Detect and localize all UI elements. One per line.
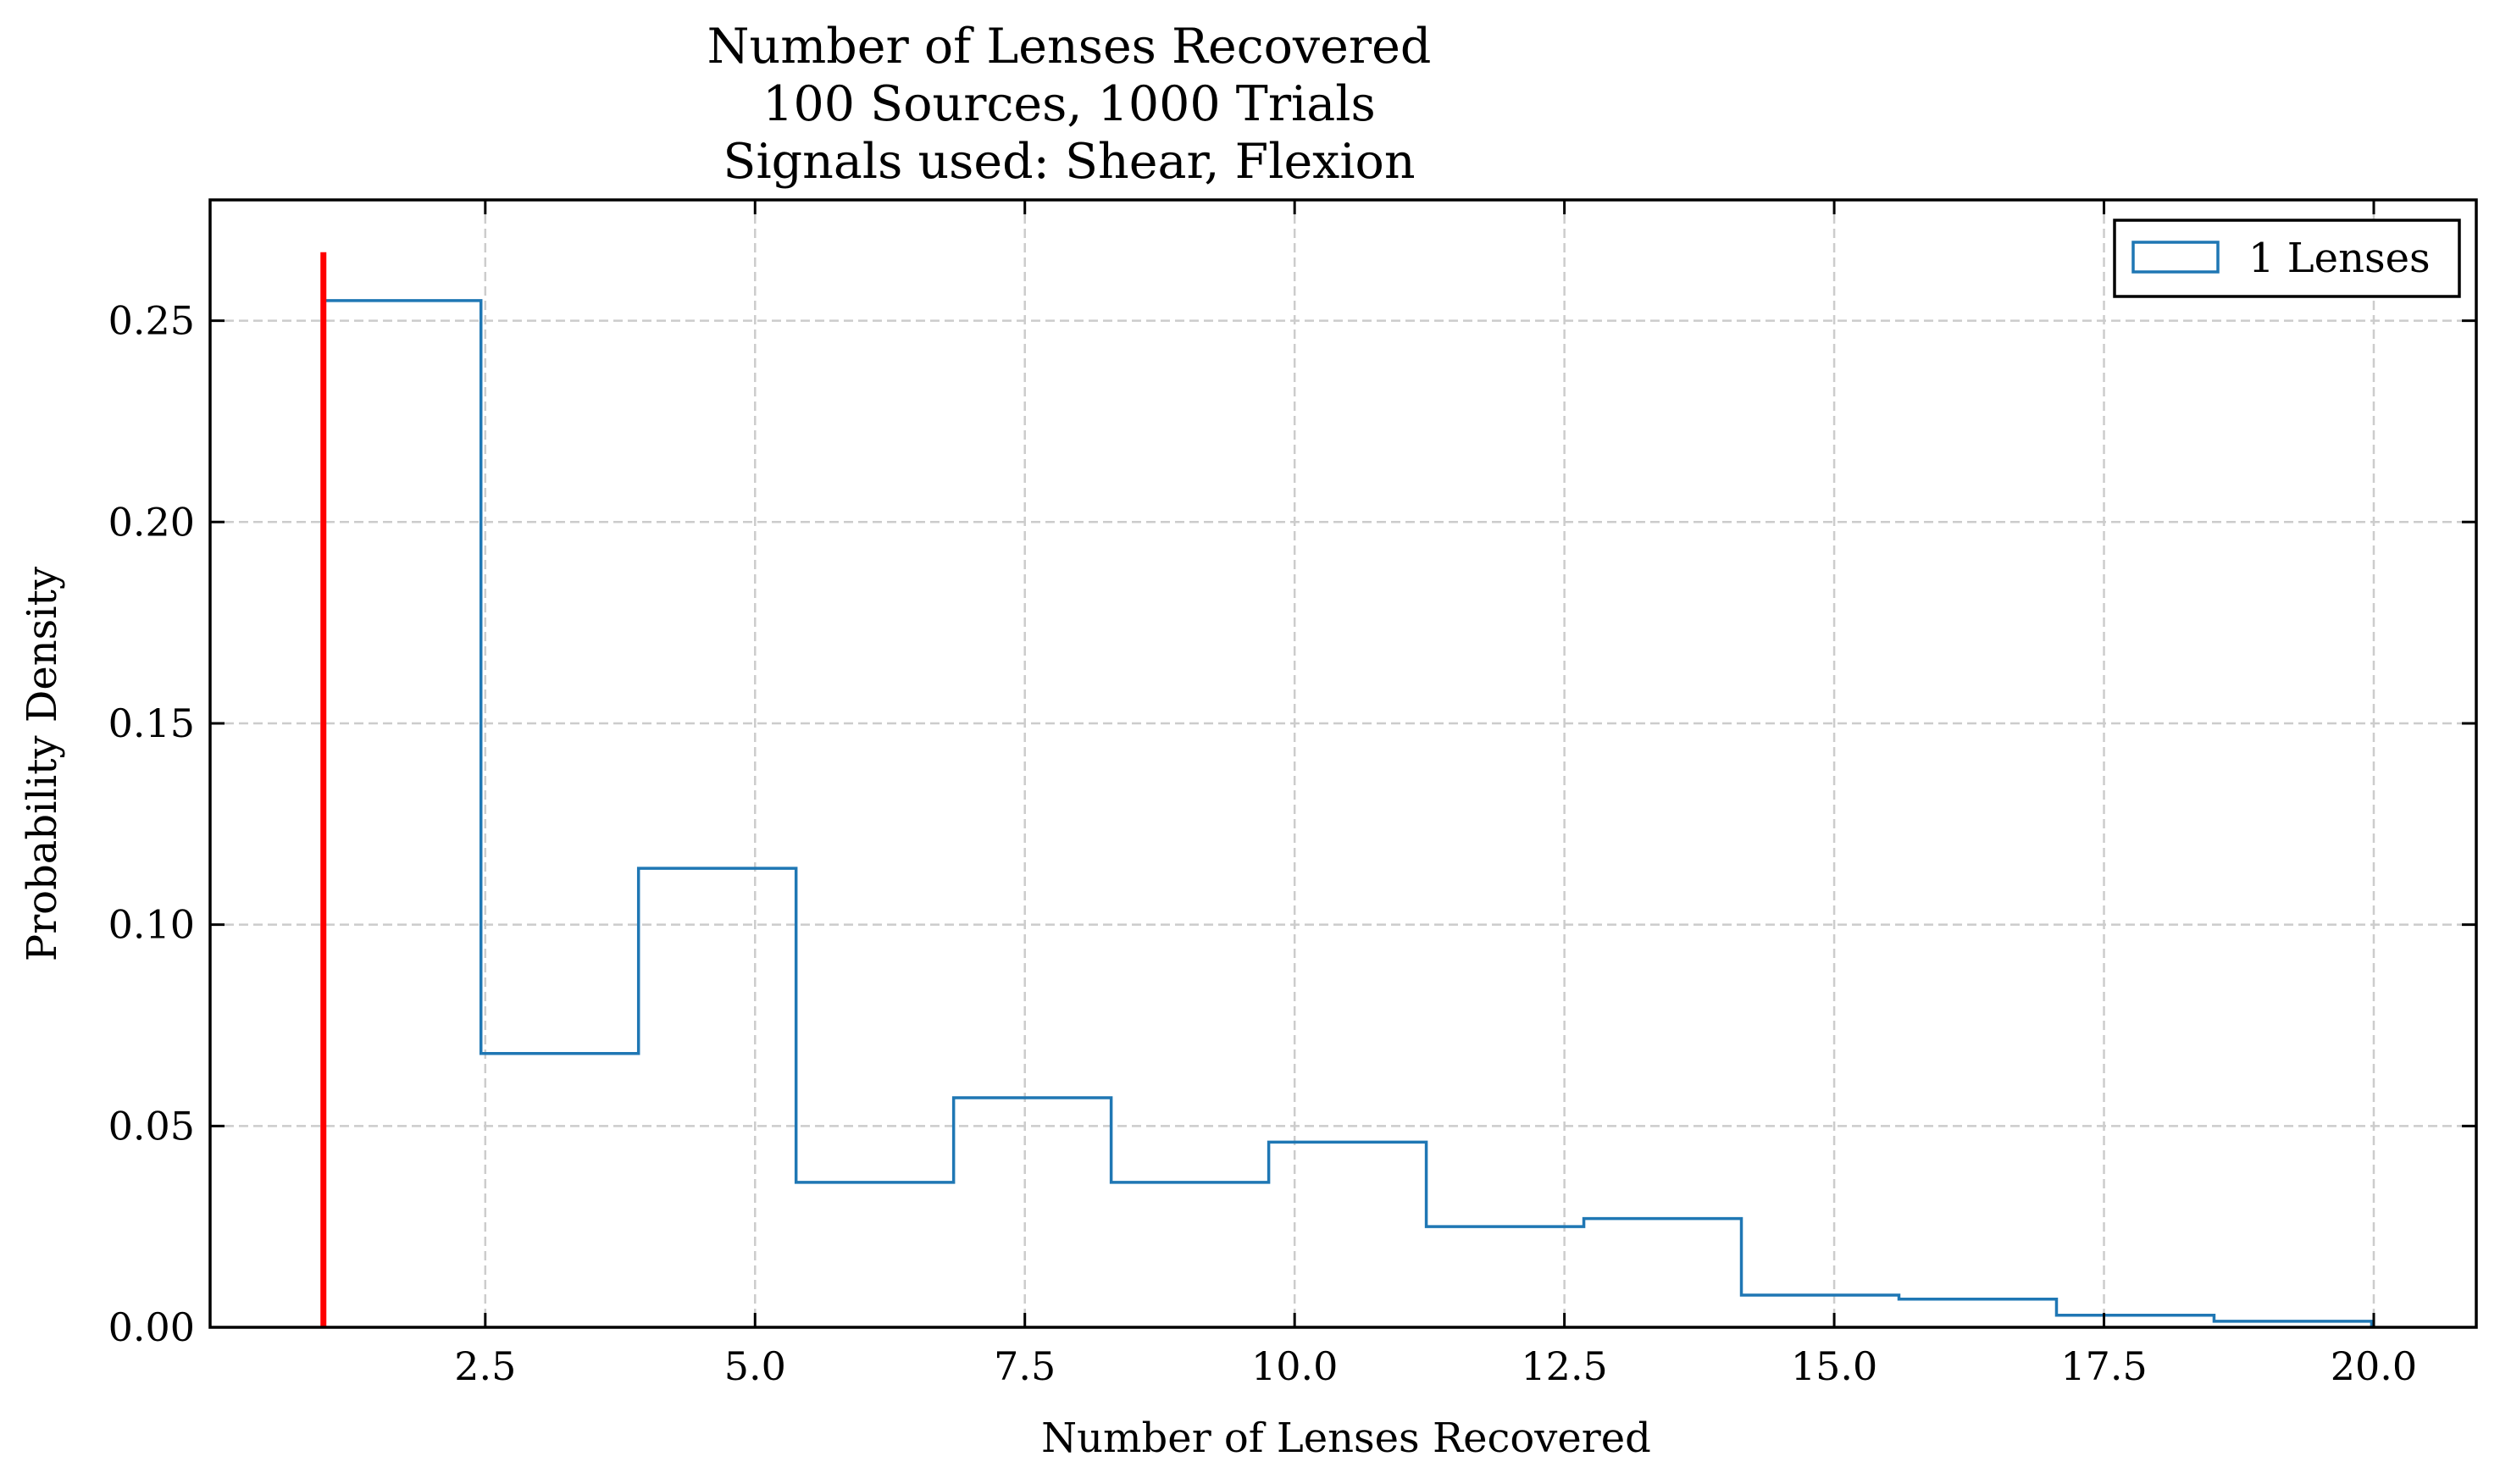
histogram-series [322, 299, 2374, 1327]
x-tick-label-7: 20.0 [2331, 1343, 2417, 1389]
histogram-bin-2 [639, 868, 796, 1327]
y-axis-label: Probability Density [19, 567, 66, 961]
y-tick-label-4: 0.20 [108, 499, 195, 545]
x-tick-label-4: 12.5 [1521, 1343, 1607, 1389]
legend: 1 Lenses [2113, 219, 2461, 298]
histogram-bin-11 [2056, 1315, 2214, 1327]
axis-ticks: 2.5 5.0 7.5 10.0 12.5 15.0 17.5 20.0 0.00 0.05 0.1… [108, 200, 2476, 1389]
histogram-bin-8 [1584, 1219, 1742, 1327]
legend-swatch-0 [2131, 241, 2220, 274]
histogram-bin-9 [1742, 1295, 1899, 1327]
y-tick-label-2: 0.10 [108, 902, 195, 948]
x-axis-label: Number of Lenses Recovered [1041, 1415, 1651, 1462]
x-tick-label-2: 7.5 [994, 1343, 1056, 1389]
histogram-bin-3 [796, 1182, 954, 1327]
histogram-bin-0 [324, 301, 481, 1327]
histogram-bin-7 [1427, 1227, 1584, 1327]
histogram-bin-1 [481, 1054, 639, 1327]
grid-lines [210, 200, 2476, 1327]
legend-box [2113, 219, 2461, 298]
histogram-bin-6 [1269, 1142, 1427, 1327]
x-tick-label-3: 10.0 [1251, 1343, 1338, 1389]
plot-area-frame [208, 198, 2478, 1329]
y-tick-label-0: 0.00 [108, 1304, 195, 1350]
x-tick-label-6: 17.5 [2060, 1343, 2147, 1389]
x-tick-label-5: 15.0 [1791, 1343, 1877, 1389]
histogram-bin-4 [954, 1098, 1111, 1327]
x-tick-label-1: 5.0 [724, 1343, 786, 1389]
chart-title: Number of Lenses Recovered 100 Sources, … [707, 19, 1432, 190]
histogram-step-line-0 [322, 299, 2374, 1327]
legend-label-0: 1 Lenses [2248, 235, 2431, 282]
chart-title-line-1: Number of Lenses Recovered [707, 19, 1432, 75]
histogram-bin-5 [1111, 1182, 1269, 1327]
chart-title-line-2: 100 Sources, 1000 Trials [762, 76, 1376, 132]
chart-title-line-3: Signals used: Shear, Flexion [723, 134, 1415, 190]
x-tick-label-0: 2.5 [454, 1343, 516, 1389]
y-tick-label-5: 0.25 [108, 298, 195, 344]
histogram-bin-10 [1899, 1299, 2057, 1327]
y-tick-label-3: 0.15 [108, 700, 195, 746]
y-tick-label-1: 0.05 [108, 1103, 195, 1149]
